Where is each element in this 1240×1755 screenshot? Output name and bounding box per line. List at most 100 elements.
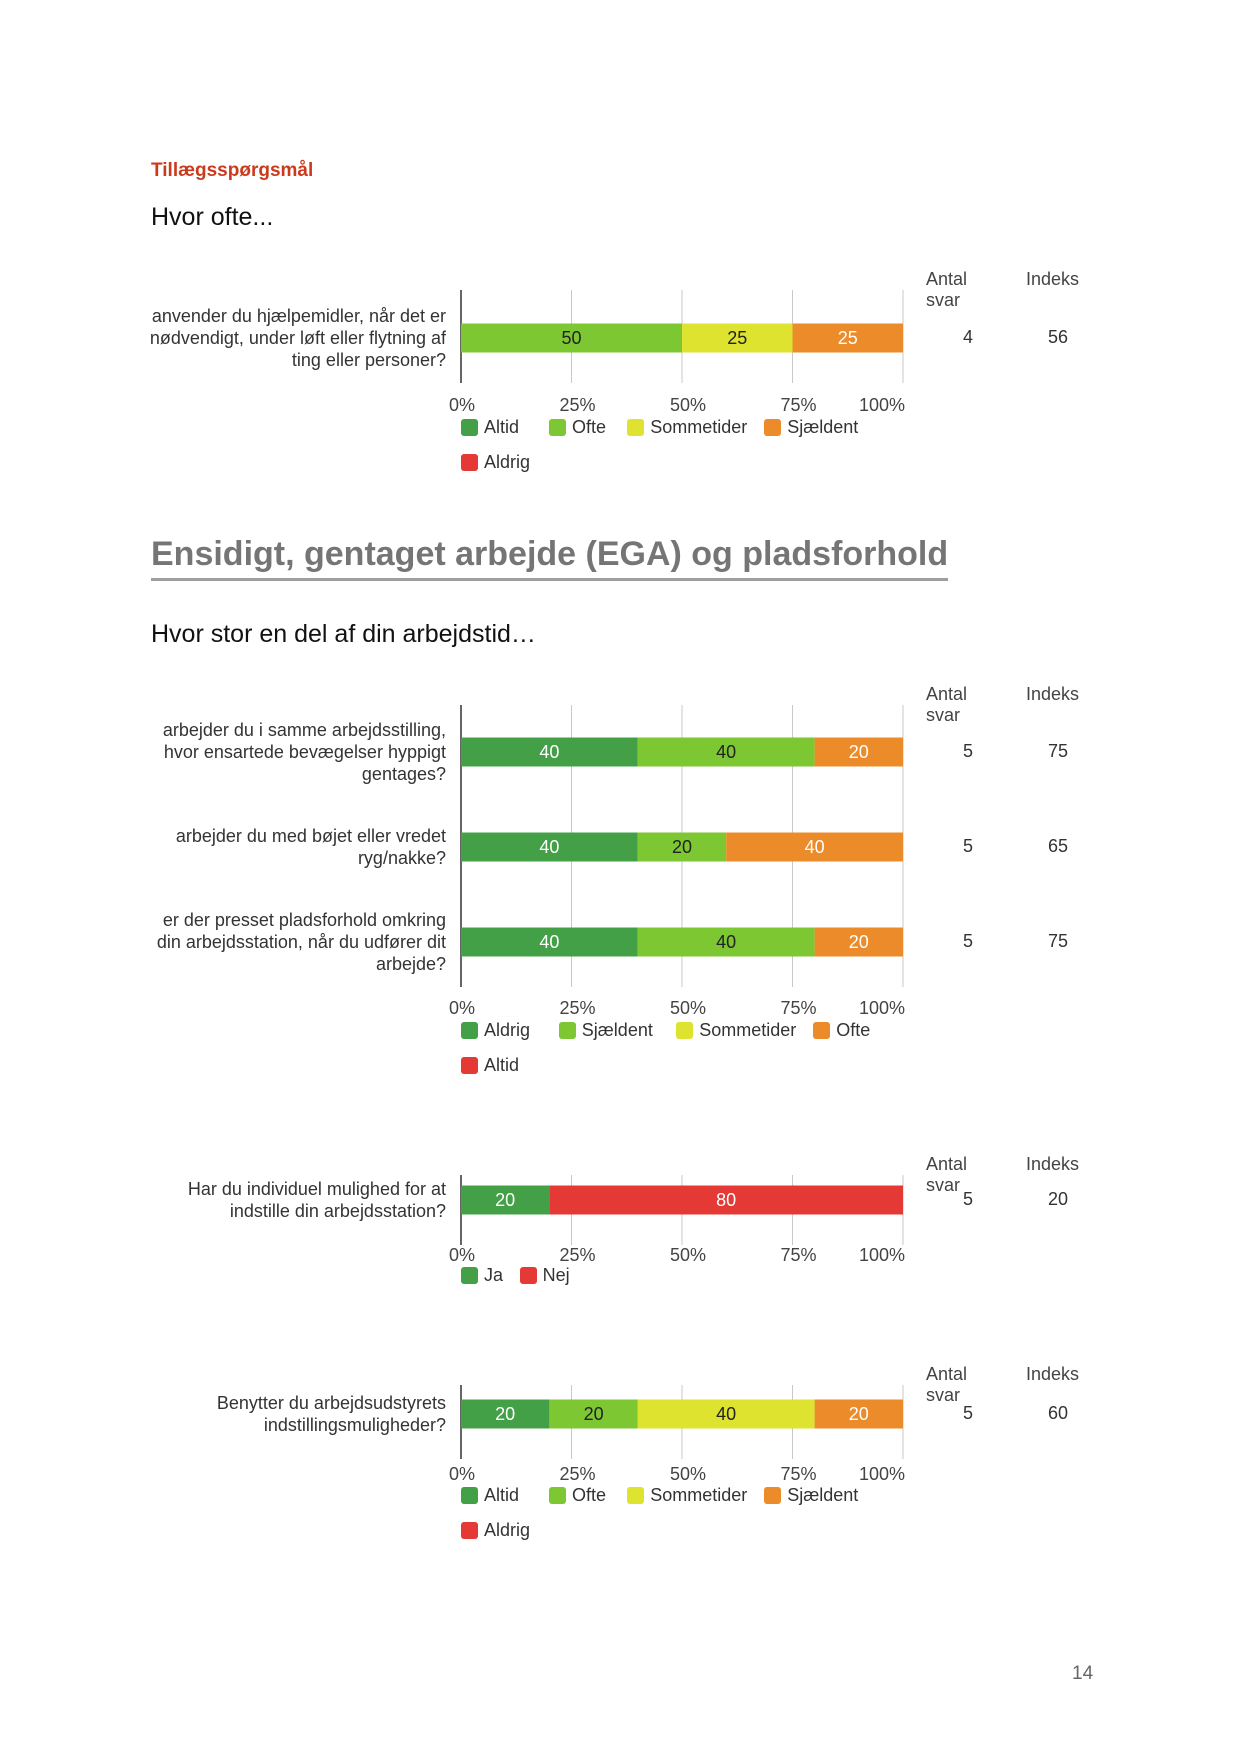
bar-segment-ofte [814,737,903,767]
antal-svar-value: 5 [962,1189,973,1209]
legend-swatch [813,1022,831,1039]
bar-segment-altid [461,1399,550,1429]
x-tick-label: 25% [559,395,596,415]
legend-swatch [676,1022,694,1039]
legend-item-sommetider: Sommetider [627,1485,747,1506]
indeks-value: 56 [1047,327,1069,347]
legend-item-altid: Altid [461,1485,519,1506]
x-tick-label: 100% [859,1464,906,1484]
x-tick-label: 25% [559,1464,596,1484]
antal-svar-value: 5 [962,741,973,761]
legend-item-aldrig: Aldrig [461,1520,530,1541]
x-tick-label: 50% [670,998,707,1018]
x-tick-label: 50% [670,1245,707,1265]
question-label: anvender du hjælpemidler, når det er nød… [149,306,446,370]
indeks-value: 75 [1047,741,1069,761]
x-tick-label: 75% [780,1464,817,1484]
legend-label: Sjældent [787,417,859,437]
column-header-indeks: Indeks [1026,269,1080,289]
data-label: 20 [849,1404,869,1424]
indeks-value: 20 [1047,1189,1069,1209]
data-label: 40 [539,837,559,857]
legend-swatch [519,1267,537,1284]
legend-label: Sommetider [650,1485,748,1505]
x-tick-label: 0% [449,1464,476,1484]
antal-svar-value: 5 [962,1403,973,1423]
x-tick-label: 100% [859,1245,906,1265]
section-label: Tillægsspørgsmål [151,160,314,181]
bar-segment-sjældent [814,1399,903,1429]
legend-item-sjældent: Sjældent [764,417,858,438]
data-label: 40 [716,742,736,762]
legend-label: Aldrig [484,452,531,472]
data-label: 20 [495,1190,515,1210]
legend-item-ofte: Ofte [813,1020,870,1041]
bar-segment-aldrig [461,927,638,957]
column-header-indeks: Indeks [1026,1154,1080,1174]
legend-item-ofte: Ofte [549,1485,606,1506]
column-header-indeks: Indeks [1026,684,1080,704]
bar-segment-sommetider [682,323,793,353]
legend-item-sommetider: Sommetider [676,1020,796,1041]
legend-swatch [764,419,782,436]
bar-segment-ja [461,1185,550,1215]
data-label: 50 [561,328,581,348]
column-header-antal-svar: Antal svar [926,1364,968,1405]
legend-item-altid: Altid [461,417,519,438]
legend-swatch [627,1487,645,1504]
legend-item-nej: Nej [519,1265,570,1286]
legend-swatch [461,1057,478,1074]
indeks-value: 75 [1047,931,1069,951]
data-label: 25 [838,328,858,348]
legend-label: Aldrig [484,1020,531,1040]
data-label: 40 [539,932,559,952]
bar-segment-ofte [549,1399,638,1429]
legend-label: Altid [484,1055,520,1075]
x-tick-label: 75% [780,395,817,415]
bar-segment-sommetider [637,1399,815,1429]
legend-label: Ja [484,1265,504,1285]
data-label: 20 [672,837,692,857]
x-tick-label: 0% [449,998,476,1018]
legend-item-sommetider: Sommetider [627,417,747,438]
data-label: 25 [727,328,747,348]
x-tick-label: 100% [859,395,906,415]
indeks-value: 60 [1047,1403,1069,1423]
bar-segment-aldrig [461,832,638,862]
x-tick-label: 25% [559,998,596,1018]
page-number: 14 [1072,1663,1094,1684]
legend-item-aldrig: Aldrig [461,452,530,473]
question-label: Benytter du arbejdsudstyrets indstilling… [216,1393,446,1435]
legend-label: Ofte [572,417,607,437]
question-label: arbejder du i samme arbejdsstilling, hvo… [162,720,446,784]
question-label: Har du individuel mulighed for at indsti… [187,1179,446,1221]
x-tick-label: 0% [449,1245,476,1265]
x-tick-label: 75% [780,998,817,1018]
question-heading-1: Hvor ofte... [151,203,274,231]
legend-item-altid: Altid [461,1055,519,1076]
bar-segment-sjældent [637,927,815,957]
x-tick-label: 50% [670,1464,707,1484]
bar-segment-aldrig [461,737,638,767]
bar-segment-nej [549,1185,903,1215]
legend-swatch [461,1267,478,1284]
bar-segment-ofte [461,323,682,353]
legend-label: Altid [484,1485,520,1505]
data-label: 40 [805,837,825,857]
legend-swatch [764,1487,782,1504]
x-tick-label: 25% [559,1245,596,1265]
data-label: 40 [539,742,559,762]
column-header-indeks: Indeks [1026,1364,1080,1384]
legend-label: Aldrig [484,1520,531,1540]
antal-svar-value: 5 [962,931,973,951]
legend-label: Sommetider [650,417,748,437]
legend-item-sjældent: Sjældent [558,1020,653,1041]
legend-label: Altid [484,417,520,437]
column-header-antal-svar: Antal svar [926,684,968,725]
data-label: 20 [849,742,869,762]
data-label: 40 [716,932,736,952]
bar-segment-ofte [726,832,903,862]
legend-swatch [549,1487,566,1504]
